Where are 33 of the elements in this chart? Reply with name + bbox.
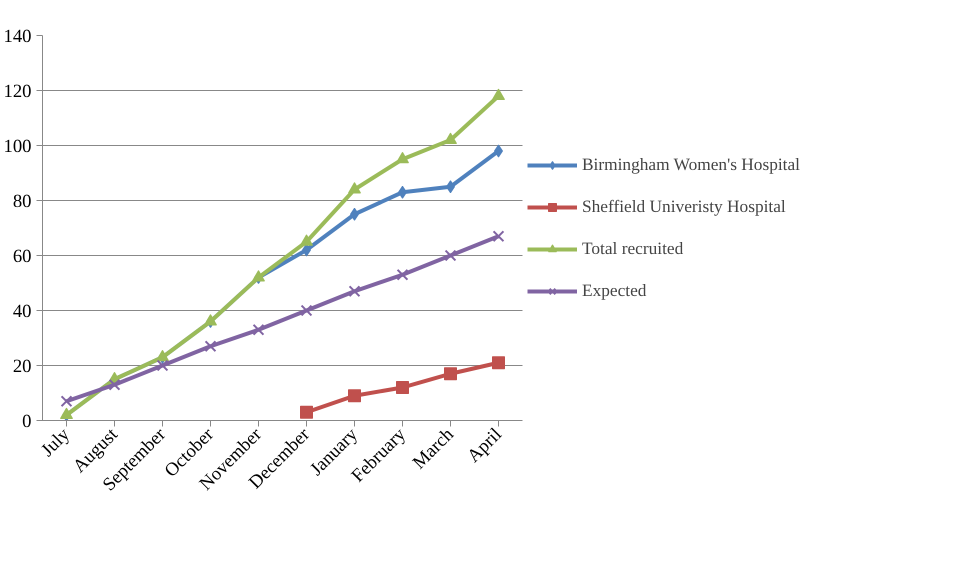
point	[348, 389, 361, 402]
point	[156, 360, 168, 372]
y-tick-label: 120	[4, 81, 32, 102]
point	[492, 230, 504, 242]
point	[300, 304, 312, 316]
legend-label: Sheffield Univeristy Hospital	[582, 196, 786, 216]
point	[444, 367, 457, 380]
point	[444, 250, 456, 262]
y-tick-label: 140	[4, 26, 32, 47]
point	[348, 285, 360, 298]
y-tick-label: 0	[22, 411, 32, 432]
legend-label: Birmingham Women's Hospital	[582, 154, 800, 174]
y-tick-label: 60	[12, 246, 32, 267]
y-tick-label: 40	[12, 301, 32, 322]
point	[492, 88, 505, 100]
point	[396, 381, 409, 394]
x-tick-label: July	[37, 424, 74, 461]
y-tick-label: 100	[4, 136, 32, 157]
point	[252, 324, 264, 336]
legend-label: Expected	[582, 280, 646, 300]
point	[348, 182, 361, 194]
point	[108, 378, 120, 391]
point	[492, 356, 505, 370]
point	[204, 340, 216, 352]
y-tick-label: 20	[12, 356, 32, 377]
point	[300, 234, 313, 246]
point	[396, 268, 408, 281]
legend-label: Total recruited	[582, 238, 684, 258]
point	[300, 406, 313, 419]
point	[396, 152, 409, 164]
point	[60, 395, 72, 408]
point	[252, 270, 265, 282]
y-tick-label: 80	[12, 191, 32, 212]
